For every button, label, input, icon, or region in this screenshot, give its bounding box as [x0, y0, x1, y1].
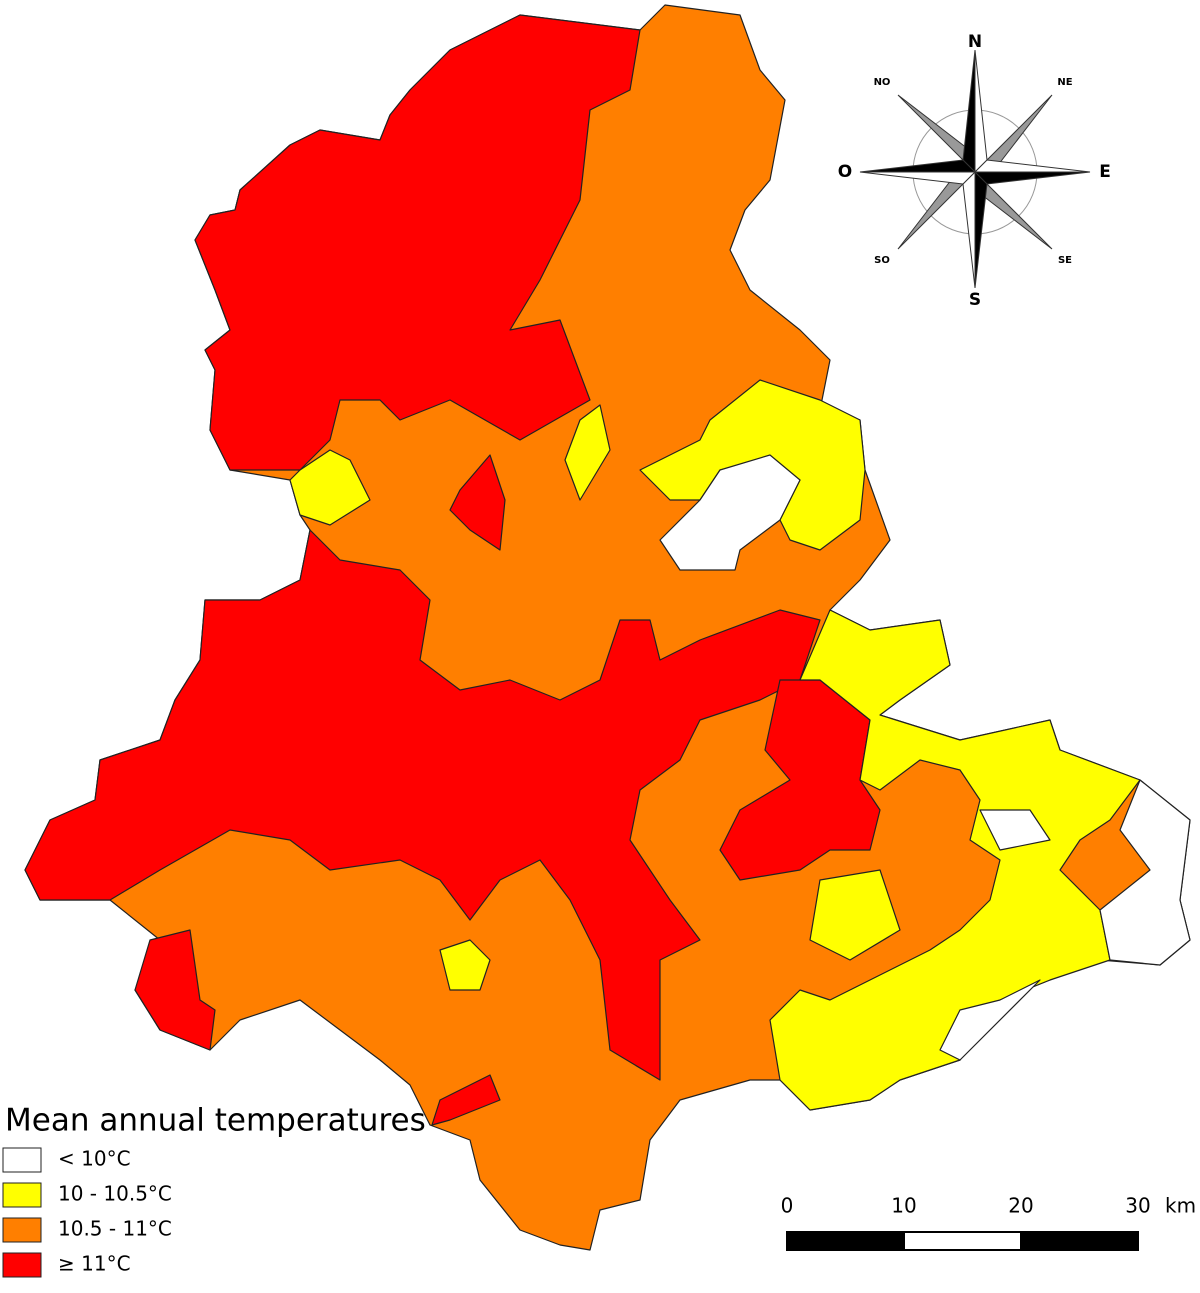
legend-label: 10 - 10.5°C: [58, 1182, 172, 1206]
scale-label: 0: [781, 1194, 794, 1218]
scale-unit: km: [1165, 1194, 1196, 1218]
region: [134, 929, 216, 1051]
region: [24, 4, 1191, 1251]
region: [289, 449, 371, 526]
scale-segment: [1020, 1231, 1139, 1251]
region: [979, 809, 1051, 851]
region: [431, 1074, 501, 1126]
compass-ray: [973, 171, 1091, 185]
legend: < 10°C 10 - 10.5°C 10.5 - 11°C ≥ 11°C: [2, 1147, 172, 1278]
compass-label: SO: [874, 255, 890, 266]
legend-swatch: [2, 1217, 42, 1243]
legend-swatch: [2, 1252, 42, 1278]
compass-ray: [962, 170, 976, 289]
legend-background: [0, 1088, 410, 1293]
compass-label: N: [968, 32, 982, 52]
region: [769, 609, 1141, 1111]
scale-label: 30: [1125, 1194, 1150, 1218]
compass-ray: [974, 170, 988, 289]
region: [659, 454, 801, 571]
compass-label: SE: [1058, 255, 1072, 266]
compass-ray: [973, 159, 1091, 173]
region: [449, 454, 506, 551]
scale-label: 20: [1008, 1194, 1033, 1218]
region: [1099, 779, 1191, 966]
compass-label: NO: [874, 77, 891, 88]
scale-segment: [786, 1231, 905, 1251]
region: [809, 869, 901, 961]
region: [439, 939, 491, 991]
compass-ray: [859, 171, 977, 185]
region: [194, 14, 641, 471]
compass: [859, 49, 1091, 289]
regions: [24, 4, 1191, 1251]
compass-label: O: [838, 162, 852, 182]
compass-ray: [859, 159, 977, 173]
region: [24, 529, 821, 1081]
scale-bar: 0 10 20 30 km: [781, 1194, 1196, 1251]
region: [564, 404, 611, 501]
legend-swatch: [2, 1182, 42, 1208]
compass-label: E: [1099, 162, 1111, 182]
scale-segment: [903, 1231, 1022, 1251]
legend-label: < 10°C: [58, 1147, 131, 1171]
region: [939, 979, 1041, 1061]
legend-swatch: [2, 1147, 42, 1173]
legend-label: ≥ 11°C: [58, 1252, 131, 1276]
compass-label: NE: [1057, 77, 1072, 88]
legend-title: Mean annual temperatures: [5, 1103, 426, 1139]
compass-label: S: [969, 290, 981, 310]
legend-label: 10.5 - 11°C: [58, 1217, 172, 1241]
scale-label: 10: [891, 1194, 916, 1218]
